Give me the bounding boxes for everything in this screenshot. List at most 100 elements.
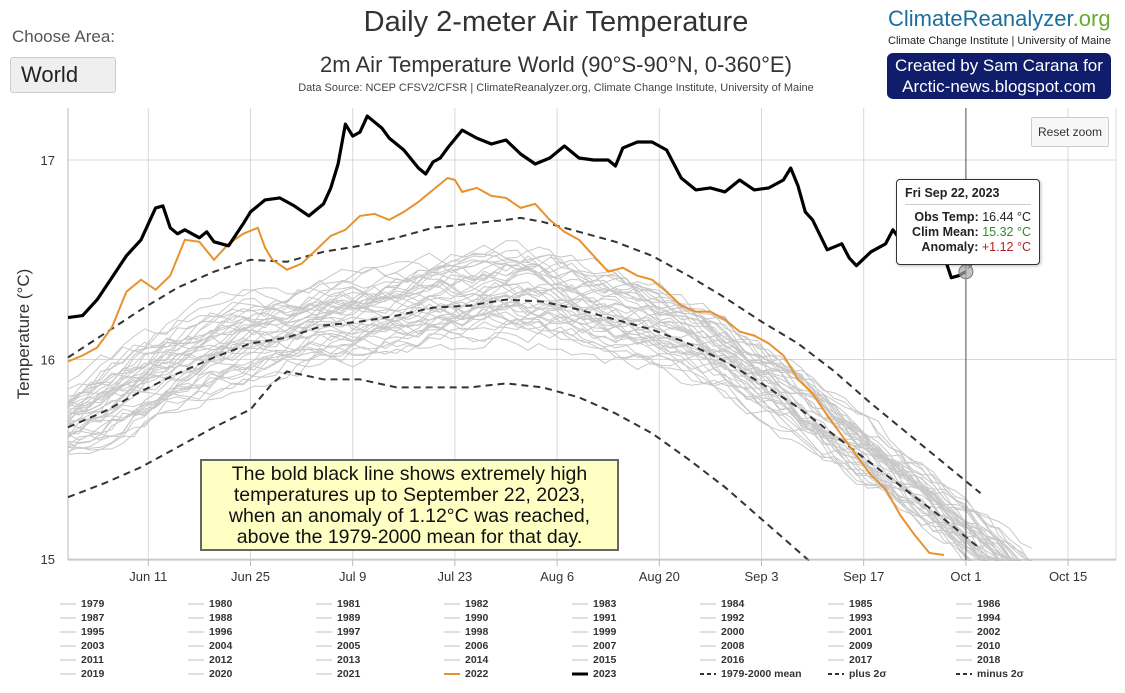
legend-item-1994[interactable]: 1994	[956, 612, 1000, 624]
brand-logo[interactable]: ClimateReanalyzer.org	[888, 6, 1111, 32]
year-series-line	[67, 336, 1032, 588]
legend-label: 2016	[721, 654, 745, 666]
legend-label: 1989	[337, 612, 361, 624]
legend-swatch	[316, 673, 332, 675]
legend-item-2011[interactable]: 2011	[60, 654, 104, 666]
legend-swatch	[188, 659, 204, 661]
legend-item-1999[interactable]: 1999	[572, 626, 616, 638]
legend-label: 2011	[81, 654, 104, 666]
legend-item-2000[interactable]: 2000	[700, 626, 744, 638]
legend-item-2003[interactable]: 2003	[60, 640, 104, 652]
legend-item-1991[interactable]: 1991	[572, 612, 616, 624]
legend-label: 1991	[593, 612, 617, 624]
legend-label: 1987	[81, 612, 105, 624]
legend-item-2023[interactable]: 2023	[572, 668, 616, 680]
legend-item-1998[interactable]: 1998	[444, 626, 488, 638]
legend-label: 2010	[977, 640, 1001, 652]
left-plot-mask	[0, 108, 67, 560]
credit-banner[interactable]: Created by Sam Carana for Arctic-news.bl…	[887, 53, 1111, 99]
legend-item-plus-2-[interactable]: plus 2σ	[828, 668, 887, 680]
axis-layer: Jun 11 Jun 25 Jul 9 Jul 23 Aug 6 Aug 20 Sep 3 S…	[0, 108, 1125, 600]
legend-item-1984[interactable]: 1984	[700, 598, 744, 610]
legend-item-2019[interactable]: 2019	[60, 668, 104, 680]
legend-label: 1996	[209, 626, 233, 638]
area-select[interactable]: World	[10, 57, 116, 93]
data-source: Data Source: NCEP CFSV2/CFSR | ClimateRe…	[298, 82, 814, 94]
legend-item-2006[interactable]: 2006	[444, 640, 488, 652]
year-series-line	[67, 250, 1032, 571]
legend-item-1986[interactable]: 1986	[956, 598, 1000, 610]
legend-item-1979[interactable]: 1979	[60, 598, 104, 610]
legend-item-2002[interactable]: 2002	[956, 626, 1000, 638]
legend-item-1985[interactable]: 1985	[828, 598, 872, 610]
year-series-line	[67, 255, 1032, 568]
year-series-line	[67, 252, 1033, 567]
legend-swatch	[188, 645, 204, 647]
annotation-line4: above the 1979-2000 mean for that day.	[236, 526, 583, 548]
tooltip-date: Fri Sep 22, 2023	[905, 186, 1031, 205]
legend-item-2012[interactable]: 2012	[188, 654, 232, 666]
legend-label: 1979-2000 mean	[721, 668, 802, 680]
legend-swatch	[444, 603, 460, 605]
legend-item-1995[interactable]: 1995	[60, 626, 104, 638]
legend-swatch	[828, 659, 844, 661]
legend-item-1987[interactable]: 1987	[60, 612, 104, 624]
x-tick-label: Jul 23	[438, 569, 473, 584]
legend-item-1980[interactable]: 1980	[188, 598, 232, 610]
legend-item-2013[interactable]: 2013	[316, 654, 360, 666]
reset-zoom-button[interactable]: Reset zoom	[1031, 117, 1109, 147]
x-tick-label: Sep 3	[745, 569, 779, 584]
legend-label: 1980	[209, 598, 233, 610]
legend-label: 2021	[337, 668, 361, 680]
legend-item-1992[interactable]: 1992	[700, 612, 744, 624]
choose-area-label: Choose Area:	[12, 27, 116, 46]
legend-item-1989[interactable]: 1989	[316, 612, 360, 624]
legend-item-2010[interactable]: 2010	[956, 640, 1000, 652]
year-series-line	[67, 244, 1032, 549]
legend-swatch	[700, 645, 716, 647]
legend-item-2005[interactable]: 2005	[316, 640, 360, 652]
legend-item-1996[interactable]: 1996	[188, 626, 232, 638]
legend-item-2016[interactable]: 2016	[700, 654, 744, 666]
legend-swatch	[316, 645, 332, 647]
brand-name-part2: .org	[1072, 6, 1111, 31]
legend-item-1979-2000-mean[interactable]: 1979-2000 mean	[700, 668, 802, 680]
legend-item-2021[interactable]: 2021	[316, 668, 360, 680]
legend-item-2022[interactable]: 2022	[444, 668, 488, 680]
legend-label: 1997	[337, 626, 361, 638]
legend-label: 2013	[337, 654, 361, 666]
legend-swatch	[828, 673, 844, 676]
brand-subtitle: Climate Change Institute | University of…	[888, 35, 1111, 47]
legend-label: 1992	[721, 612, 745, 624]
legend-item-2001[interactable]: 2001	[828, 626, 872, 638]
legend-item-2014[interactable]: 2014	[444, 654, 488, 666]
legend-item-minus-2-[interactable]: minus 2σ	[956, 668, 1024, 680]
legend-item-1983[interactable]: 1983	[572, 598, 616, 610]
legend-item-1981[interactable]: 1981	[316, 598, 360, 610]
brand-name-part1: ClimateReanalyzer	[888, 6, 1073, 31]
legend-item-2008[interactable]: 2008	[700, 640, 744, 652]
legend-swatch	[444, 659, 460, 661]
legend-item-1997[interactable]: 1997	[316, 626, 360, 638]
legend-item-2020[interactable]: 2020	[188, 668, 232, 680]
legend-item-1988[interactable]: 1988	[188, 612, 232, 624]
mean-lines-layer	[67, 216, 982, 584]
legend-label: 1988	[209, 612, 233, 624]
legend-item-2018[interactable]: 2018	[956, 654, 1000, 666]
series-plus-2-	[67, 216, 982, 494]
legend-item-2007[interactable]: 2007	[572, 640, 616, 652]
legend-item-2017[interactable]: 2017	[828, 654, 872, 666]
legend-label: 2008	[721, 640, 745, 652]
y-tick-label: 16	[41, 353, 55, 368]
legend-item-1990[interactable]: 1990	[444, 612, 488, 624]
legend-swatch	[444, 673, 460, 676]
x-tick-label: Aug 6	[540, 569, 574, 584]
legend-item-2004[interactable]: 2004	[188, 640, 232, 652]
legend-item-2009[interactable]: 2009	[828, 640, 872, 652]
legend-label: 1999	[593, 626, 617, 638]
legend-item-2015[interactable]: 2015	[572, 654, 616, 666]
legend-item-1993[interactable]: 1993	[828, 612, 872, 624]
legend-label: 2015	[593, 654, 617, 666]
legend-swatch	[444, 645, 460, 647]
legend-item-1982[interactable]: 1982	[444, 598, 488, 610]
